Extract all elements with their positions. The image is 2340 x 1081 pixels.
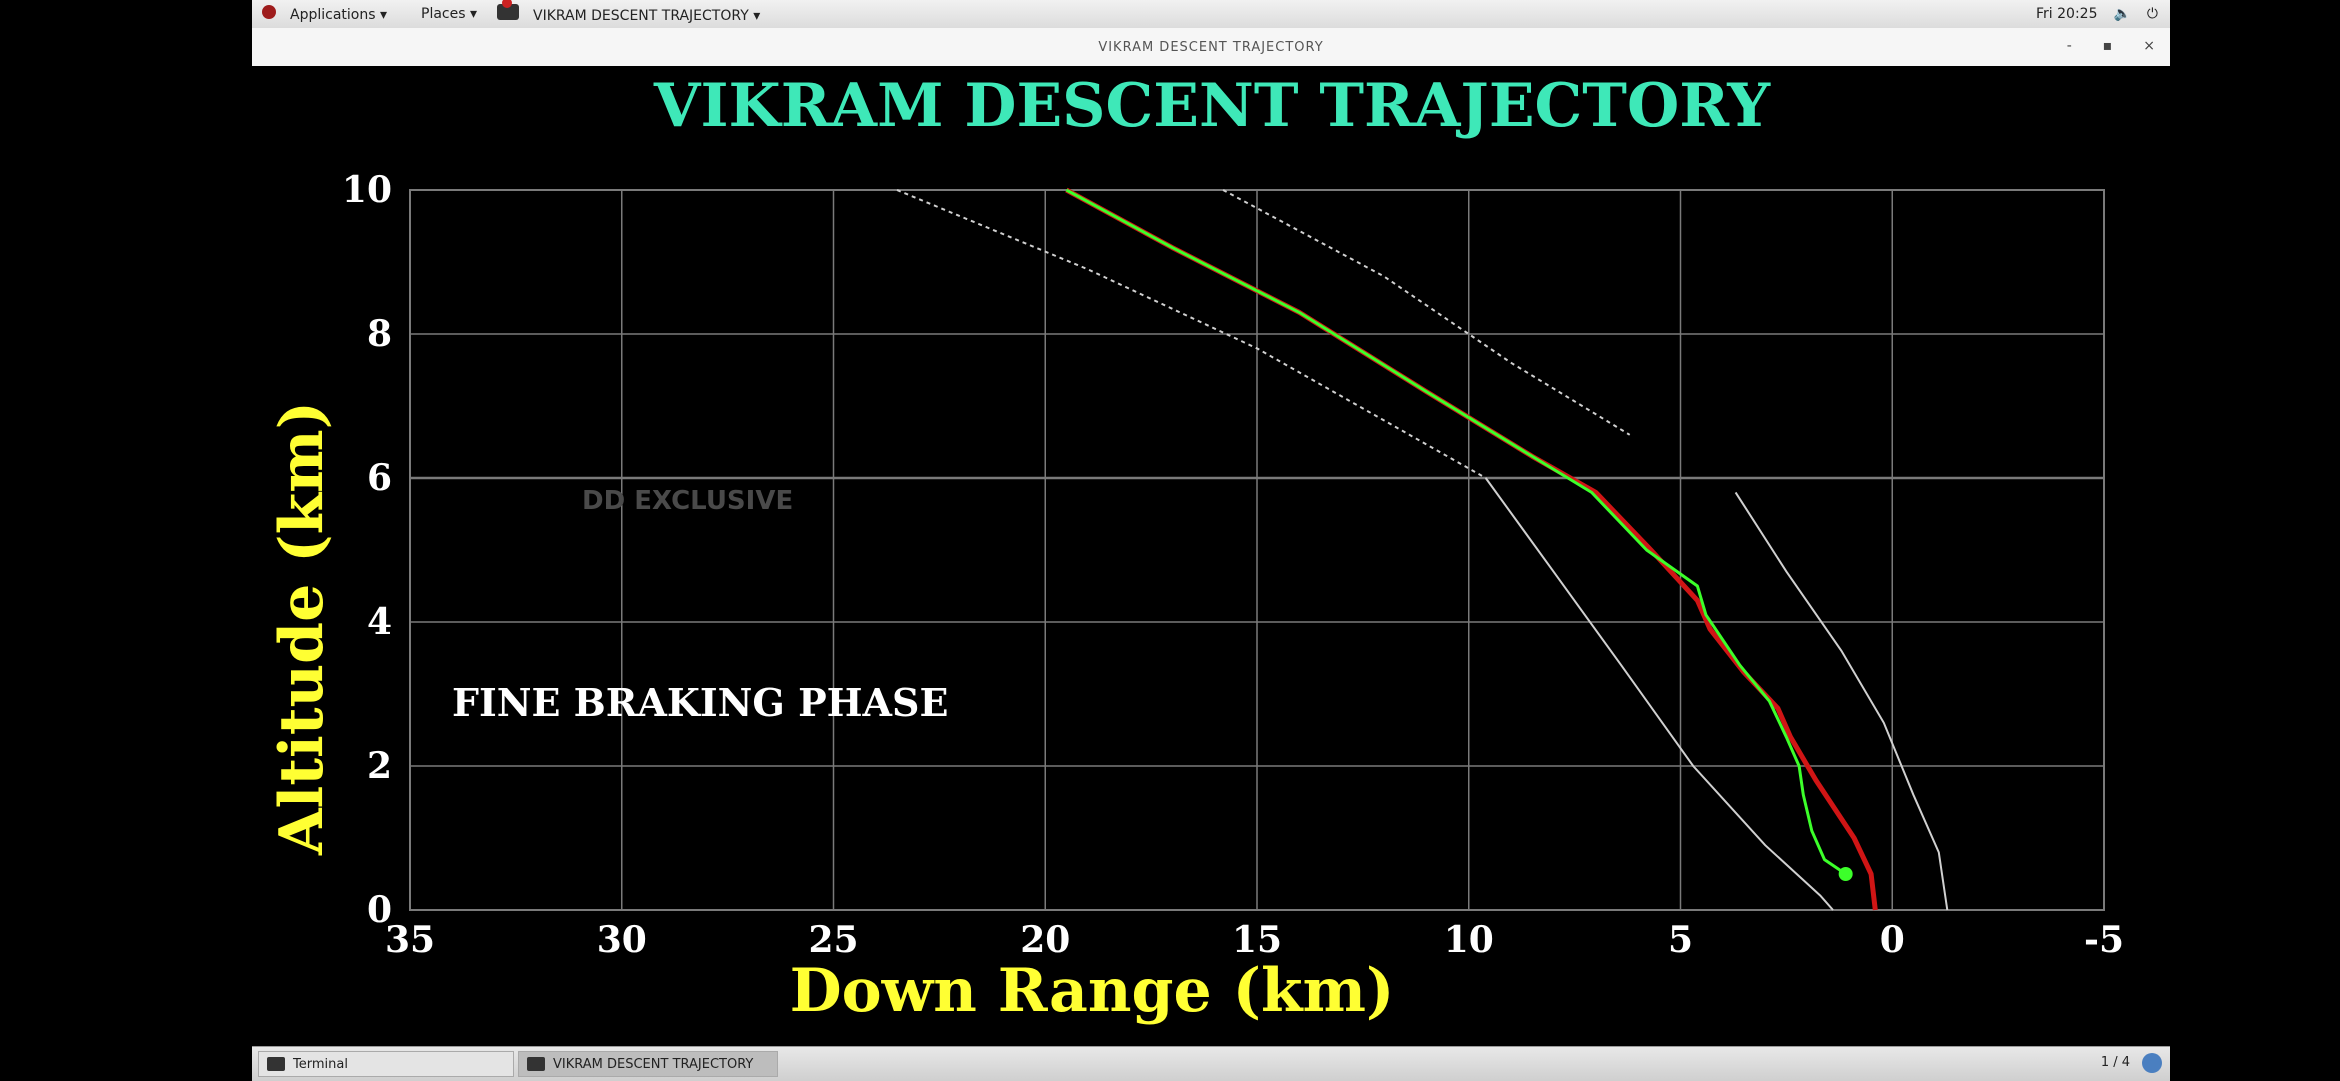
current-position-marker (1838, 867, 1853, 881)
x-axis-ticks: 35 30 25 20 15 10 5 0 -5 (385, 919, 2124, 961)
x-tick-label: 0 (1880, 919, 1905, 961)
maximize-button[interactable]: ▪ (2102, 38, 2114, 54)
watermark: DD EXCLUSIVE (582, 486, 793, 516)
left-boundary-solid-line (1484, 477, 1834, 911)
right-boundary-dotted-line (1222, 189, 1631, 436)
x-tick-label: 35 (385, 919, 435, 961)
places-menu[interactable]: Places ▾ (421, 6, 477, 22)
y-tick-label: 4 (367, 601, 392, 643)
app-icon (497, 0, 519, 20)
taskbar-item-vikram[interactable]: VIKRAM DESCENT TRAJECTORY (518, 1051, 778, 1077)
x-tick-label: 10 (1444, 919, 1494, 961)
y-axis-ticks: 0 2 4 6 8 10 (342, 169, 392, 931)
right-boundary-solid-line (1734, 491, 1949, 911)
terminal-icon (267, 1057, 285, 1071)
window-title-bar: VIKRAM DESCENT TRAJECTORY - ▪ × (252, 28, 2170, 67)
x-tick-label: 5 (1668, 919, 1693, 961)
y-axis-label: Altitude (km) (267, 401, 337, 856)
workspace-pager[interactable]: 1 / 4 (2100, 1055, 2130, 1070)
plot-frame (409, 189, 2105, 911)
y-tick-label: 6 (367, 457, 392, 499)
fedora-icon (262, 5, 276, 19)
applications-menu[interactable]: Applications ▾ (262, 5, 401, 23)
minimize-button[interactable]: - (2066, 38, 2073, 54)
series-lines (896, 187, 1949, 911)
x-tick-label: 20 (1020, 919, 1070, 961)
x-tick-label: 15 (1232, 919, 1282, 961)
power-icon[interactable]: ⏻ (2146, 6, 2158, 22)
screen: Applications ▾ Places ▾ VIKRAM DESCENT T… (252, 0, 2170, 1081)
grid (409, 189, 2105, 911)
taskbar-item-terminal[interactable]: Terminal (258, 1051, 514, 1077)
y-tick-label: 8 (367, 313, 392, 355)
app-icon (527, 1057, 545, 1071)
window-title: VIKRAM DESCENT TRAJECTORY (1098, 39, 1324, 55)
descent-chart: VIKRAM DESCENT TRAJECTORY 35 30 25 20 15 10 5 0… (267, 71, 2124, 1026)
planned-trajectory-line (1065, 187, 1878, 911)
y-tick-label: 0 (367, 889, 392, 931)
active-app-menu[interactable]: VIKRAM DESCENT TRAJECTORY ▾ (497, 0, 774, 24)
x-tick-label: 30 (597, 919, 647, 961)
x-tick-label: 25 (808, 919, 858, 961)
system-top-bar: Applications ▾ Places ▾ VIKRAM DESCENT T… (252, 0, 2170, 29)
y-tick-label: 2 (367, 745, 392, 787)
actual-trajectory-line (1065, 188, 1847, 876)
chart-area: VIKRAM DESCENT TRAJECTORY 35 30 25 20 15 10 5 0… (252, 66, 2170, 1046)
volume-icon[interactable]: 🔈 (2113, 6, 2131, 22)
clock[interactable]: Fri 20:25 (2036, 6, 2098, 22)
phase-label: FINE BRAKING PHASE (452, 680, 948, 725)
chart-title: VIKRAM DESCENT TRAJECTORY (653, 71, 1771, 141)
bottom-taskbar: Terminal VIKRAM DESCENT TRAJECTORY 1 / 4 (252, 1046, 2170, 1081)
tray-icon[interactable] (2142, 1053, 2162, 1073)
x-axis-label: Down Range (km) (790, 956, 1395, 1026)
left-boundary-dotted-line (896, 189, 1487, 479)
x-tick-label: -5 (2084, 919, 2124, 961)
close-button[interactable]: × (2143, 38, 2156, 54)
y-tick-label: 10 (342, 169, 392, 211)
